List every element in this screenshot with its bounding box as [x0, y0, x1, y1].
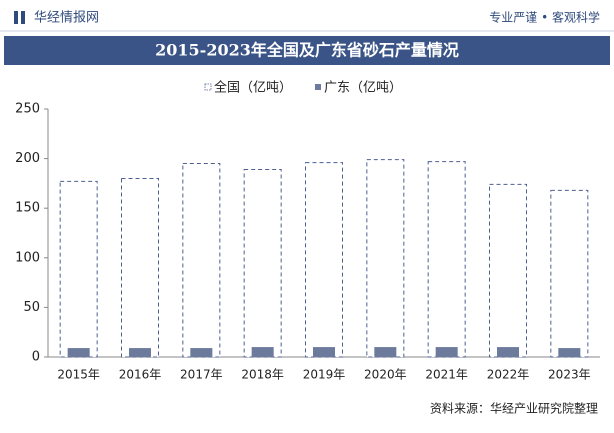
legend-label: 全国（亿吨）: [214, 80, 292, 96]
bar: [59, 180, 98, 358]
y-tick-label: 150: [15, 201, 40, 216]
x-tick-label: 2016年: [119, 368, 162, 382]
bar: [550, 189, 589, 358]
x-tick-label: 2023年: [548, 368, 591, 382]
bar: [305, 162, 343, 358]
x-tick-label: 2015年: [57, 368, 100, 382]
bar: [182, 163, 221, 358]
logo-mark: [21, 11, 25, 24]
bar: [435, 347, 458, 357]
bar: [67, 348, 90, 357]
x-tick-label: 2018年: [241, 368, 284, 382]
bar: [243, 169, 282, 358]
bar: [497, 347, 519, 357]
bar: [366, 159, 405, 358]
source: 资料来源：华经产业研究院整理: [430, 401, 598, 416]
y-tick-label: 50: [23, 300, 40, 315]
chart-title: 2015-2023年全国及广东省砂石产量情况: [155, 41, 459, 60]
slogan: 专业严谨 • 客观科学: [489, 10, 600, 25]
y-tick-label: 100: [15, 250, 40, 265]
bar: [558, 348, 581, 357]
title-banner: [4, 36, 610, 65]
bar: [190, 348, 213, 357]
x-tick-label: 2021年: [425, 368, 468, 382]
bar: [129, 348, 151, 357]
bar: [427, 161, 466, 358]
y-tick-label: 200: [15, 151, 40, 166]
legend-swatch: [204, 83, 212, 91]
x-tick-label: 2019年: [303, 368, 346, 382]
y-tick-label: 250: [15, 102, 40, 117]
bar: [374, 347, 397, 357]
bar: [251, 347, 274, 357]
bar: [489, 183, 527, 358]
x-tick-label: 2017年: [180, 368, 223, 382]
y-tick-label: 0: [32, 350, 40, 365]
bar: [313, 347, 335, 357]
legend-label: 广东（亿吨）: [324, 81, 402, 96]
x-tick-label: 2022年: [487, 368, 530, 382]
legend-swatch: [315, 84, 321, 90]
bar: [121, 177, 159, 358]
logo-mark: [14, 11, 18, 24]
brand: 华经情报网: [34, 11, 99, 26]
x-tick-label: 2020年: [364, 368, 407, 382]
